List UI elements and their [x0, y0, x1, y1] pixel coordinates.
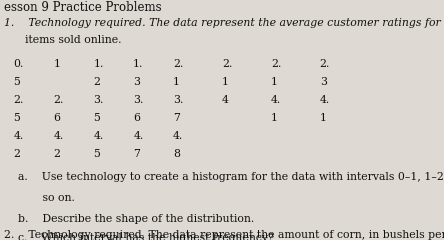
Text: c.    Which interval has the highest frequency?: c. Which interval has the highest freque… [18, 233, 274, 240]
Text: items sold online.: items sold online. [4, 35, 122, 45]
Text: 3: 3 [320, 77, 327, 87]
Text: 5: 5 [93, 149, 100, 159]
Text: 2.: 2. [53, 95, 63, 105]
Text: 0.: 0. [13, 59, 24, 69]
Text: 1: 1 [271, 113, 278, 123]
Text: a.    Use technology to create a histogram for the data with intervals 0–1, 1–2,: a. Use technology to create a histogram … [18, 172, 444, 182]
Text: 3.: 3. [93, 95, 103, 105]
Text: 1: 1 [173, 77, 180, 87]
Text: 4: 4 [222, 95, 229, 105]
Text: 4.: 4. [53, 131, 63, 141]
Text: 1: 1 [222, 77, 229, 87]
Text: 4.: 4. [320, 95, 330, 105]
Text: 5: 5 [13, 77, 20, 87]
Text: 4.: 4. [173, 131, 183, 141]
Text: 8: 8 [173, 149, 180, 159]
Text: 4.: 4. [271, 95, 281, 105]
Text: 3: 3 [133, 77, 140, 87]
Text: 1: 1 [53, 59, 60, 69]
Text: 6: 6 [53, 113, 60, 123]
Text: esson 9 Practice Problems: esson 9 Practice Problems [4, 1, 162, 14]
Text: 2.: 2. [173, 59, 183, 69]
Text: 1: 1 [271, 77, 278, 87]
Text: 5: 5 [13, 113, 20, 123]
Text: 3.: 3. [133, 95, 143, 105]
Text: 6: 6 [133, 113, 140, 123]
Text: 1.: 1. [133, 59, 143, 69]
Text: 1.: 1. [93, 59, 103, 69]
Text: 3.: 3. [173, 95, 183, 105]
Text: 1.    Technology required. The data represent the average customer ratings for s: 1. Technology required. The data represe… [4, 18, 444, 28]
Text: b.    Describe the shape of the distribution.: b. Describe the shape of the distributio… [18, 214, 254, 224]
Text: 5: 5 [93, 113, 100, 123]
Text: 4.: 4. [93, 131, 103, 141]
Text: 2.: 2. [222, 59, 232, 69]
Text: 1: 1 [320, 113, 327, 123]
Text: 2: 2 [93, 77, 100, 87]
Text: 4.: 4. [13, 131, 24, 141]
Text: so on.: so on. [18, 193, 75, 203]
Text: 2.    Technology required. The data represent the amount of corn, in bushels per: 2. Technology required. The data represe… [4, 230, 444, 240]
Text: 2.: 2. [271, 59, 281, 69]
Text: 2.: 2. [320, 59, 330, 69]
Text: 4.: 4. [133, 131, 143, 141]
Text: 2: 2 [13, 149, 20, 159]
Text: 2.: 2. [13, 95, 24, 105]
Text: 2: 2 [53, 149, 60, 159]
Text: 7: 7 [133, 149, 140, 159]
Text: 7: 7 [173, 113, 180, 123]
